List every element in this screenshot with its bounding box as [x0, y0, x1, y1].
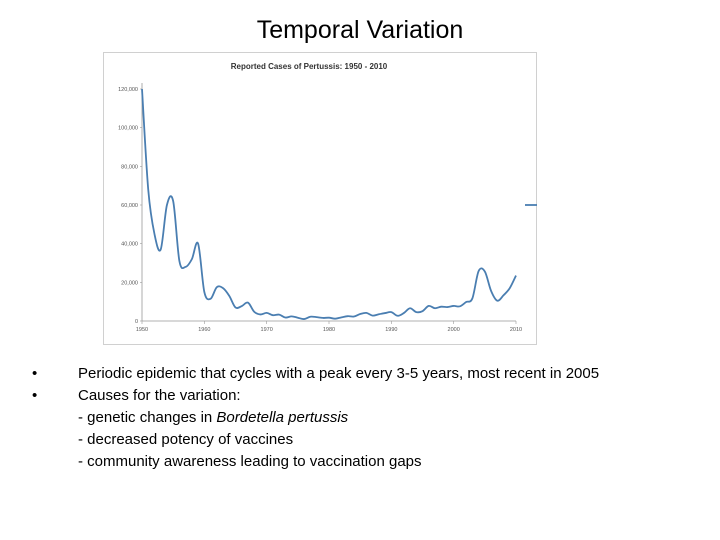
- data-point: [260, 314, 261, 315]
- data-point: [447, 306, 448, 307]
- bullet-marker: •: [32, 365, 38, 382]
- data-point: [235, 307, 236, 308]
- data-point: [291, 316, 292, 317]
- data-point: [279, 314, 280, 315]
- data-point: [254, 311, 255, 312]
- series-line: [141, 88, 517, 320]
- data-point: [328, 317, 329, 318]
- x-tick-label: 1990: [385, 327, 397, 333]
- y-tick-label: 40,000: [121, 242, 138, 248]
- data-point: [428, 305, 429, 306]
- data-point: [341, 317, 342, 318]
- chart-svg: Reported Cases of Pertussis: 1950 - 2010…: [118, 62, 537, 333]
- data-point: [397, 315, 398, 316]
- data-point: [179, 260, 180, 261]
- data-point: [185, 266, 186, 267]
- data-point: [472, 298, 473, 299]
- data-point: [509, 288, 510, 289]
- chart-title: Reported Cases of Pertussis: 1950 - 2010: [231, 62, 388, 71]
- data-point: [391, 312, 392, 313]
- data-point: [353, 316, 354, 317]
- data-point: [515, 275, 516, 276]
- data-point: [160, 249, 161, 250]
- bullet-list: • Periodic epidemic that cycles with a p…: [30, 363, 690, 473]
- data-point: [490, 290, 491, 291]
- bullet-marker: •: [32, 387, 38, 404]
- data-point: [360, 313, 361, 314]
- bullet-heading: Causes for the variation:: [78, 387, 241, 404]
- data-point: [285, 317, 286, 318]
- data-point: [416, 312, 417, 313]
- slide-title: Temporal Variation: [256, 16, 464, 44]
- data-point: [222, 288, 223, 289]
- data-point: [378, 314, 379, 315]
- data-point: [247, 302, 248, 303]
- cause-genetic: - genetic changes in Bordetella pertussi…: [78, 407, 690, 429]
- x-tick-label: 2000: [448, 327, 460, 333]
- data-point: [385, 312, 386, 313]
- data-point: [466, 301, 467, 302]
- data-point: [229, 295, 230, 296]
- cause-vaccination-gaps: - community awareness leading to vaccina…: [78, 453, 422, 470]
- data-point: [303, 318, 304, 319]
- data-point: [409, 308, 410, 309]
- x-tick-label: 1970: [261, 327, 273, 333]
- y-tick-label: 80,000: [121, 164, 138, 170]
- data-point: [322, 317, 323, 318]
- data-point: [484, 271, 485, 272]
- data-point: [241, 306, 242, 307]
- data-point: [366, 312, 367, 313]
- data-point: [216, 287, 217, 288]
- cause-vaccine-potency: - decreased potency of vaccines: [78, 431, 294, 448]
- x-tick-label: 1980: [323, 327, 335, 333]
- data-point: [453, 305, 454, 306]
- data-point: [503, 295, 504, 296]
- x-tick-label: 1950: [136, 327, 148, 333]
- data-point: [141, 88, 142, 89]
- y-tick-label: 0: [135, 319, 138, 325]
- y-tick-label: 60,000: [121, 203, 138, 209]
- data-point: [166, 204, 167, 205]
- data-point: [310, 316, 311, 317]
- data-point: [154, 233, 155, 234]
- data-point: [434, 308, 435, 309]
- organism-name: Bordetella pertussis: [216, 409, 349, 426]
- data-point: [266, 312, 267, 313]
- data-point: [191, 259, 192, 260]
- data-point: [422, 311, 423, 312]
- y-tick-label: 120,000: [118, 87, 138, 93]
- bullet-item: • Periodic epidemic that cycles with a p…: [30, 363, 690, 385]
- x-tick-label: 1960: [198, 327, 210, 333]
- x-tick-label: 2010: [510, 327, 522, 333]
- data-point: [403, 312, 404, 313]
- data-point: [459, 306, 460, 307]
- bullet-text: Periodic epidemic that cycles with a pea…: [78, 365, 600, 382]
- data-point: [148, 189, 149, 190]
- data-point: [198, 243, 199, 244]
- data-point: [173, 201, 174, 202]
- y-tick-label: 100,000: [118, 126, 138, 132]
- data-point: [204, 291, 205, 292]
- data-point: [316, 317, 317, 318]
- data-point: [210, 298, 211, 299]
- data-point: [297, 317, 298, 318]
- bullet-item: • Causes for the variation: - genetic ch…: [30, 385, 690, 473]
- data-point: [335, 318, 336, 319]
- bullet-text-block: Causes for the variation: - genetic chan…: [78, 385, 690, 473]
- data-point: [441, 306, 442, 307]
- data-point: [347, 316, 348, 317]
- data-point: [372, 315, 373, 316]
- data-point: [497, 300, 498, 301]
- chart: Reported Cases of Pertussis: 1950 - 2010…: [103, 52, 537, 345]
- data-point: [272, 315, 273, 316]
- cause-genetic-prefix: - genetic changes in: [78, 409, 217, 426]
- data-point: [478, 271, 479, 272]
- y-tick-label: 20,000: [121, 280, 138, 286]
